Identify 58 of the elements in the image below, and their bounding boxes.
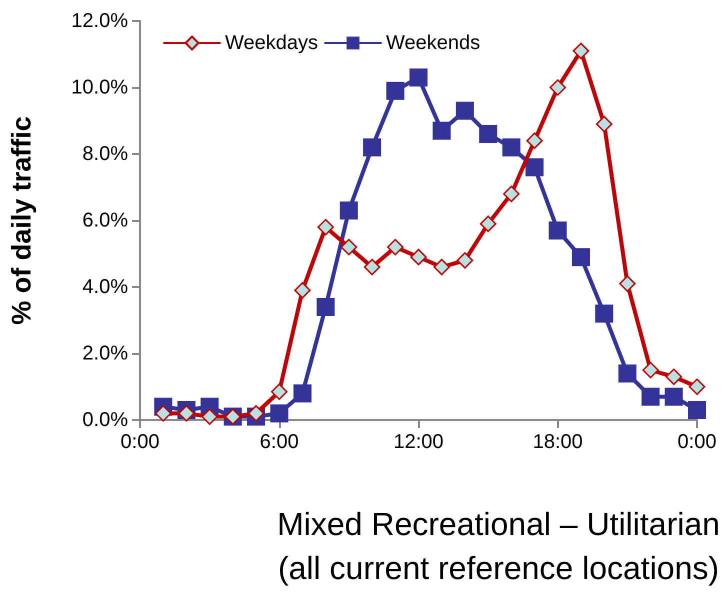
point [432, 122, 451, 140]
point [456, 102, 474, 120]
point [433, 258, 450, 276]
point [340, 202, 358, 220]
legend-label: Weekends [386, 32, 480, 54]
point [386, 82, 404, 100]
point [363, 138, 382, 156]
point [526, 158, 544, 176]
point [201, 408, 218, 425]
point [340, 238, 358, 256]
point [596, 116, 612, 132]
y-axis-title: % of daily traffic [6, 116, 36, 325]
y-tick-label: 10.0% [71, 76, 128, 98]
point [248, 405, 264, 422]
x-tick-label: 12:00 [393, 431, 444, 453]
point [572, 248, 590, 266]
point [688, 401, 706, 420]
point [502, 138, 520, 156]
x-tick-label: 18:00 [532, 431, 583, 453]
point [619, 275, 636, 292]
y-tick-label: 2.0% [82, 342, 128, 364]
point [410, 248, 427, 266]
point [548, 221, 567, 240]
point [503, 186, 520, 202]
point [526, 132, 543, 149]
point [154, 405, 172, 422]
point [642, 388, 660, 406]
x-tick-label: 0:00 [678, 431, 716, 453]
y-tick-label: 12.0% [71, 10, 128, 32]
point [364, 258, 380, 276]
point [688, 378, 706, 395]
point [664, 388, 683, 406]
x-axis-title: Mixed Recreational – Utilitarian (all current reference locations) [277, 506, 720, 586]
point [316, 298, 335, 316]
point [387, 238, 404, 256]
point [666, 368, 682, 386]
point [479, 125, 498, 144]
point [294, 282, 311, 299]
point [410, 68, 428, 87]
y-tick-label: 0.0% [82, 409, 128, 431]
point [271, 383, 288, 400]
y-tick-label: 6.0% [82, 210, 128, 232]
point [270, 404, 288, 422]
point [572, 42, 590, 60]
y-tick-label: 4.0% [82, 276, 128, 298]
point [293, 384, 312, 402]
point [550, 79, 566, 96]
point [178, 405, 195, 422]
x-tick-label: 6:00 [260, 431, 299, 453]
point [595, 304, 614, 323]
point [480, 216, 496, 232]
point [642, 362, 659, 378]
point [618, 364, 636, 382]
y-tick-label: 8.0% [82, 143, 128, 165]
x-tick-label: 0:00 [120, 431, 160, 453]
point [456, 252, 474, 269]
point [317, 218, 334, 236]
legend-label: Weekdays [225, 32, 318, 54]
